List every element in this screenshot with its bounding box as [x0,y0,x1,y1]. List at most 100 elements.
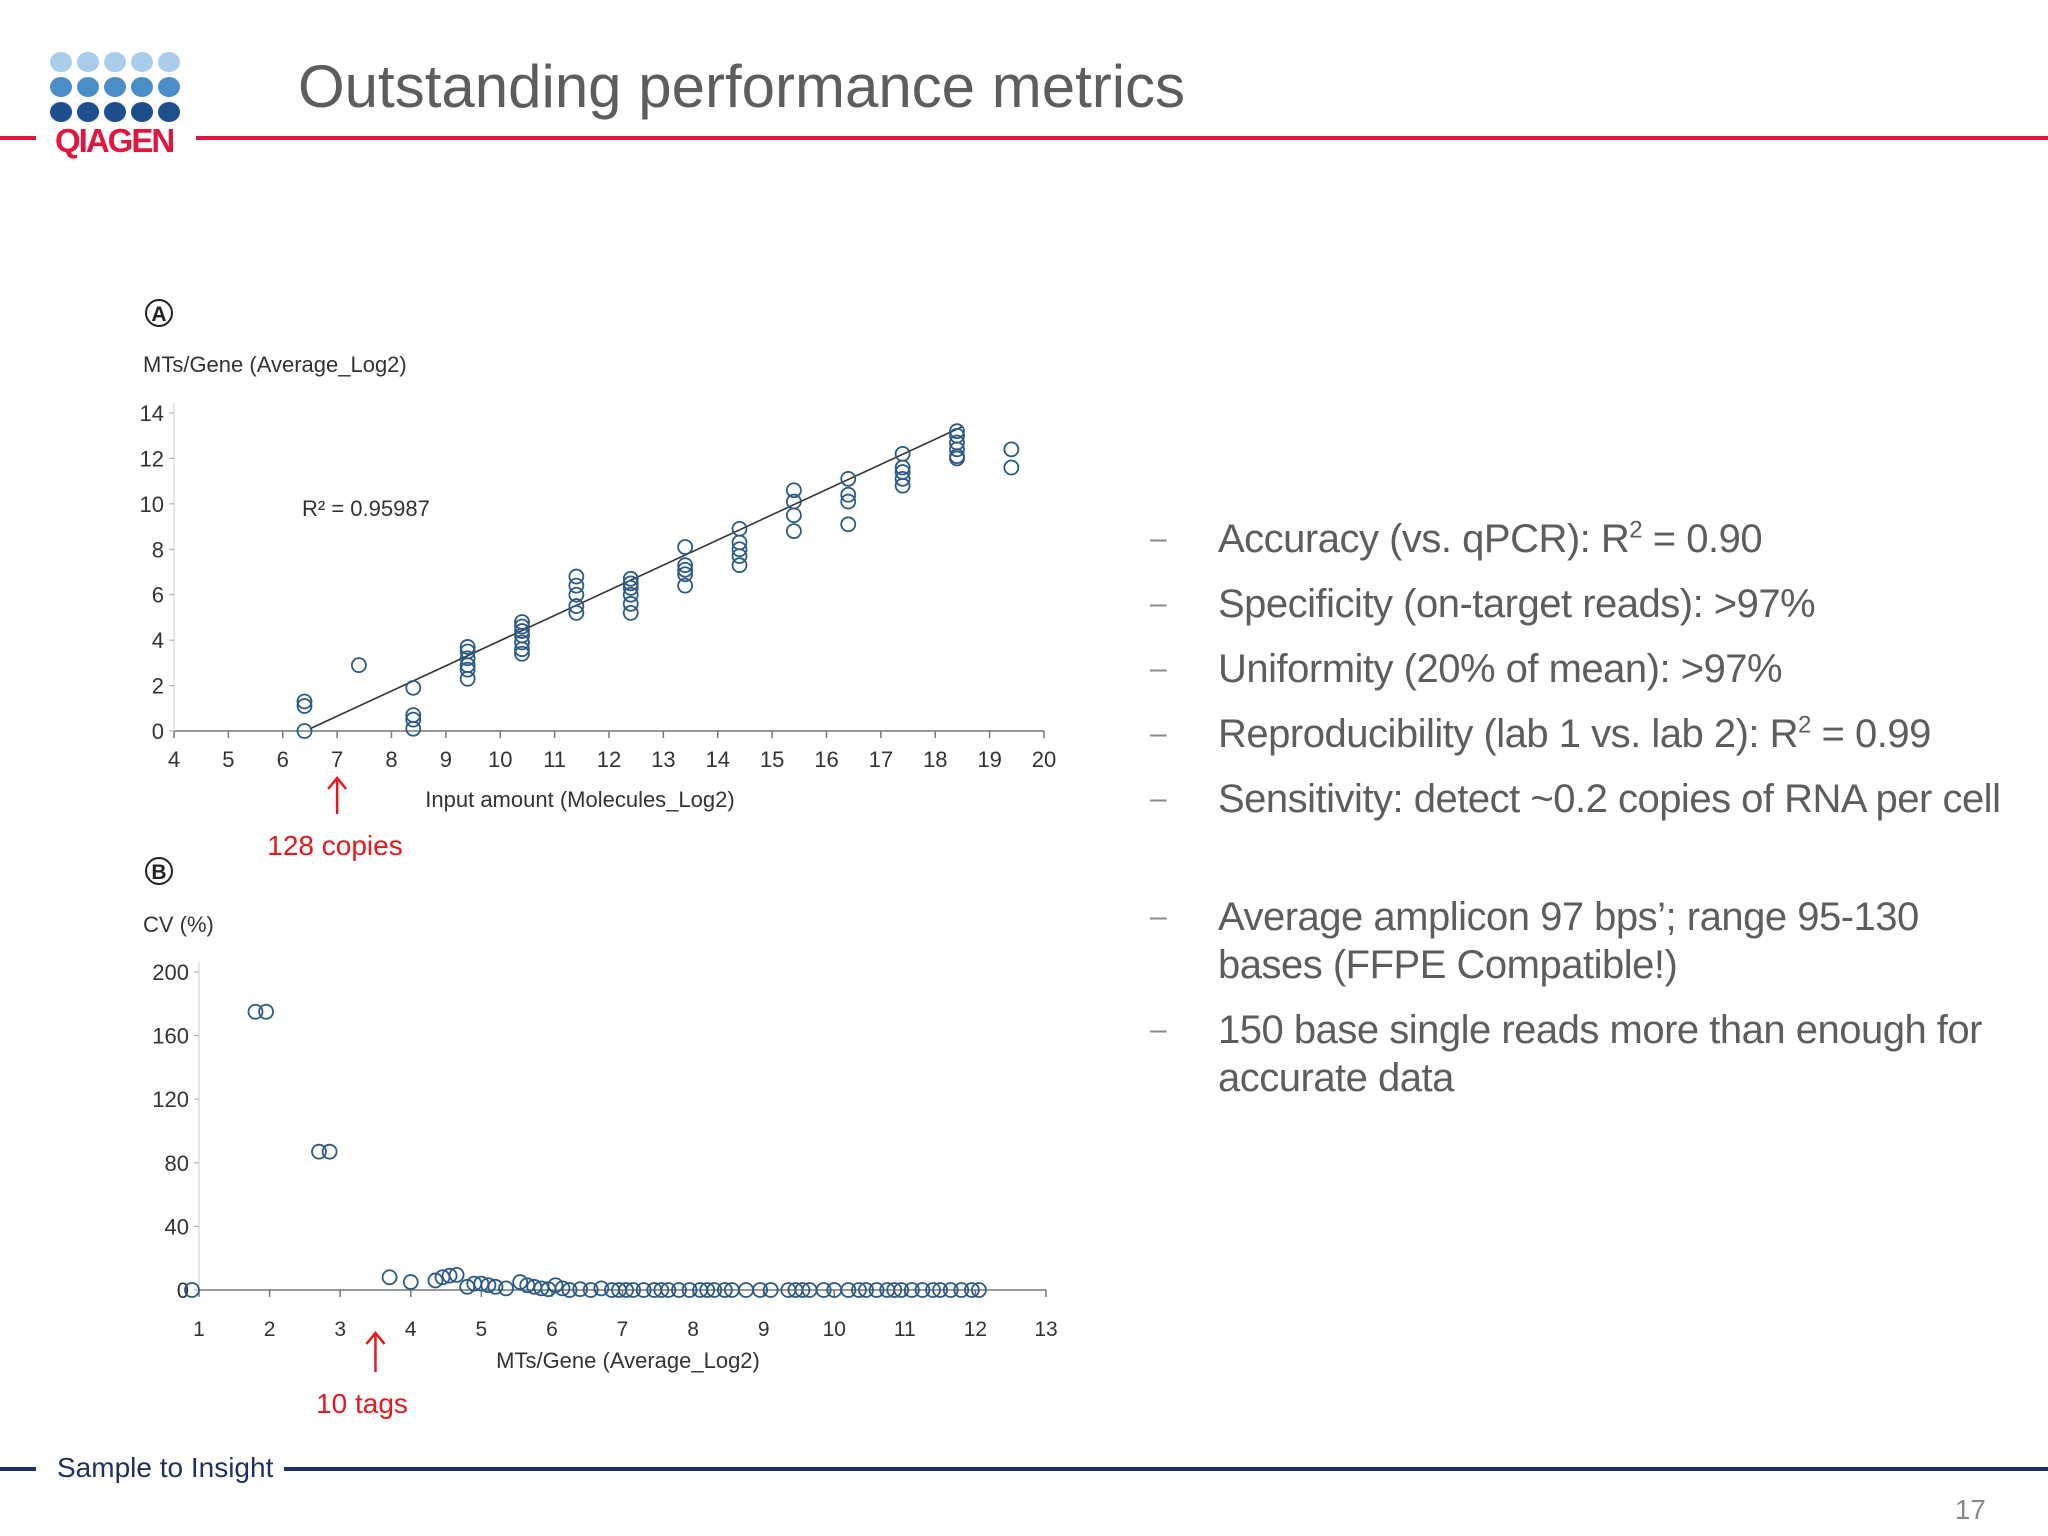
data-point [706,1282,723,1298]
data-point [622,604,639,621]
qiagen-logo: QIAGEN [50,52,190,160]
page-number: 17 [1954,1494,1986,1525]
y-tick-label: 6 [152,583,164,608]
data-point [572,1281,589,1298]
header-rule-left [0,136,36,140]
data-point [716,1282,733,1298]
superscript: 2 [1798,711,1811,739]
data-point [894,459,911,476]
bullet-text: Sensitivity: detect ~0.2 copies of RNA p… [1218,777,2001,821]
y-tick-label: 12 [140,446,164,471]
x-tick-label: 13 [651,747,675,772]
x-tick-label: 2 [264,1318,276,1341]
y-tick-label: 200 [152,960,189,985]
annotation-128-copies: 128 copies [267,830,402,861]
data-point [868,1282,885,1298]
data-point [498,1280,514,1297]
data-point [296,698,313,714]
data-point [731,520,748,537]
data-point [480,1277,497,1294]
data-point [459,639,476,655]
y-tick-label: 8 [152,537,164,562]
data-point [660,1282,677,1298]
data-point [247,1003,264,1020]
dash-icon: – [1150,717,1167,750]
bullet-text-tail: = 0.90 [1642,517,1763,561]
bullet-accuracy: – Accuracy (vs. qPCR): R2 = 0.90 [1150,515,2020,563]
data-point [677,557,694,574]
chart-a-r2: R² = 0.95987 [302,496,430,521]
x-tick-label: 10 [488,747,512,772]
x-tick-label: 10 [823,1318,846,1341]
data-point [953,1282,970,1298]
chart-b: B CV (%) MTs/Gene (Average_Log2) 10 tags… [143,857,1058,1419]
logo-dots [50,52,190,122]
data-point [1003,441,1020,458]
data-point [487,1278,504,1295]
data-point [622,595,639,612]
x-tick-label: 4 [405,1318,417,1341]
data-point [321,1143,338,1160]
y-tick-label: 10 [140,492,164,517]
data-point [858,1282,874,1298]
data-point [815,1282,832,1298]
chart-b-xlabel: MTs/Gene (Average_Log2) [496,1348,760,1373]
x-tick-label: 11 [894,1318,916,1341]
x-tick-label: 5 [475,1318,487,1341]
y-tick-label: 40 [165,1214,189,1239]
data-point [903,1282,920,1298]
data-point [405,679,422,696]
data-point [914,1282,931,1298]
data-point [512,1274,529,1290]
data-point [699,1282,716,1298]
data-point [568,604,585,621]
data-point [622,580,639,596]
data-point [894,477,911,494]
data-point [622,575,639,592]
bullet-text: Reproducibility (lab 1 vs. lab 2): R [1218,712,1799,756]
data-point [514,645,530,662]
x-tick-label: 4 [168,747,180,772]
y-tick-label: 80 [165,1151,189,1176]
arrow-head-icon [365,1331,386,1345]
data-point [840,1282,857,1298]
data-point [963,1282,980,1298]
chart-a: A MTs/Gene (Average_Log2) R² = 0.95987 I… [140,299,1056,861]
footer-tagline: Sample to Insight [57,1452,274,1483]
x-tick-label: 9 [440,747,452,772]
dash-icon: – [1150,1013,1167,1046]
data-point [622,570,639,587]
data-point [635,1282,652,1298]
data-point [677,561,694,578]
data-point [514,618,530,635]
footer-rule-left [0,1467,36,1471]
chart-a-xlabel: Input amount (Molecules_Log2) [425,787,734,812]
data-point [568,577,585,594]
data-point [459,650,476,667]
superscript: 2 [1629,516,1643,544]
data-point [622,586,639,603]
y-tick-label: 4 [152,628,164,653]
data-point [851,1282,867,1298]
bullet-list: – Accuracy (vs. qPCR): R2 = 0.90 – Specifi… [1150,515,2020,1119]
y-tick-label: 120 [152,1087,189,1112]
data-point [402,1274,419,1290]
data-point [731,548,748,564]
data-point [681,1282,698,1298]
data-point [752,1282,769,1298]
dash-icon: – [1150,587,1167,620]
x-tick-label: 12 [964,1318,987,1341]
data-point [561,1282,578,1298]
data-point [554,1280,571,1297]
data-point [762,1282,779,1298]
data-point [894,470,911,487]
data-point [381,1269,398,1286]
data-point [459,661,476,678]
data-point [949,441,965,458]
dash-icon: – [1150,652,1167,685]
data-point [731,541,748,558]
x-tick-label: 8 [385,747,397,772]
x-tick-label: 14 [706,747,730,772]
y-tick-label: 2 [152,674,164,699]
data-point [677,539,694,555]
